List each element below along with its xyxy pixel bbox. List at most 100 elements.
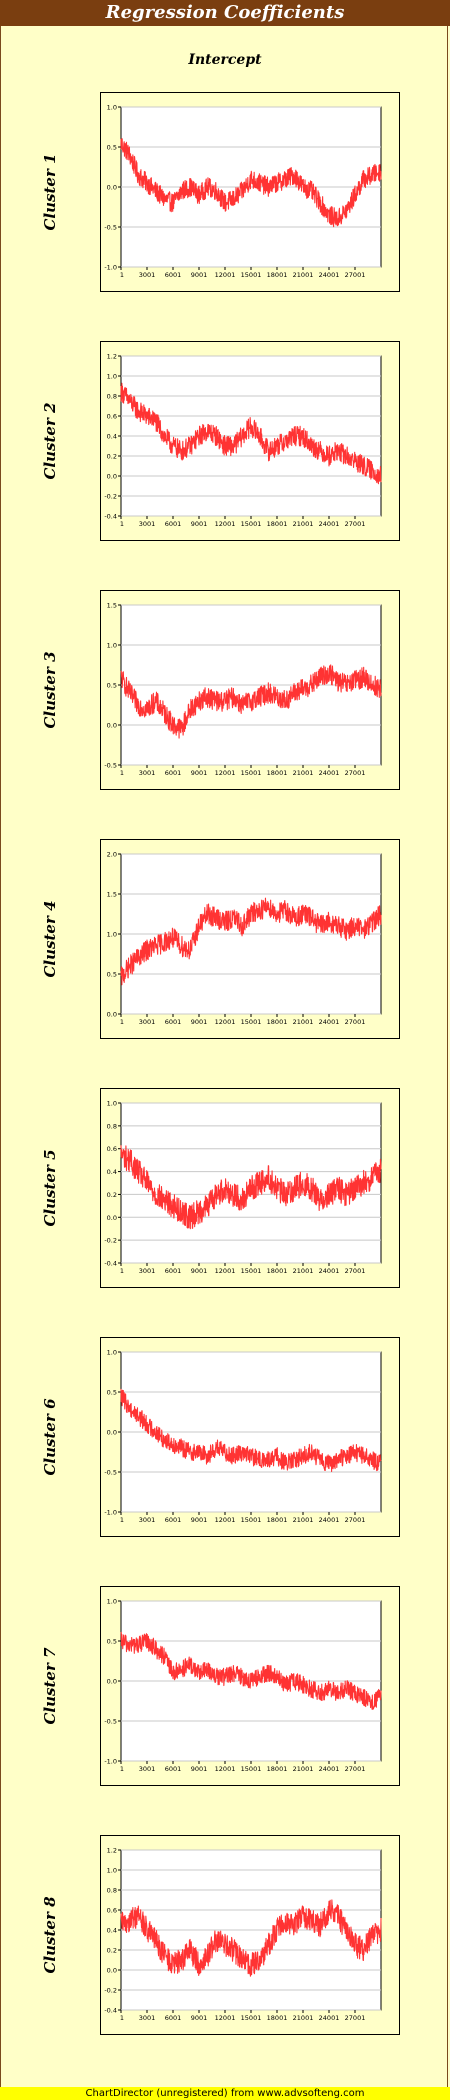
- x-tick-label: 18001: [267, 1018, 288, 1026]
- cluster-label: Cluster 4: [41, 900, 59, 978]
- y-tick-label: 0.5: [107, 144, 117, 152]
- cluster-panel: Cluster 3 -0.5 0.0 0.5 1.0 1.5 1 3001 6001 9001 12…: [0, 590, 450, 800]
- x-tick-label: 1: [120, 1267, 124, 1275]
- y-tick-label: 1.0: [107, 931, 117, 939]
- x-tick-label: 27001: [345, 1516, 366, 1524]
- x-tick-label: 21001: [293, 1267, 314, 1275]
- y-tick-label: 1.0: [107, 1100, 117, 1108]
- x-tick-label: 27001: [345, 1765, 366, 1773]
- cluster-label: Cluster 7: [41, 1647, 59, 1725]
- series-line: [120, 1145, 382, 1230]
- y-tick-label: 0.8: [107, 1887, 117, 1895]
- x-tick-label: 3001: [139, 1267, 156, 1275]
- x-tick-label: 15001: [241, 271, 262, 279]
- series-line: [120, 897, 382, 986]
- y-tick-label: 0.2: [107, 1947, 117, 1955]
- y-tick-label: 1.0: [107, 1349, 117, 1357]
- series-line: [120, 664, 382, 739]
- y-tick-label: 0.4: [107, 1927, 117, 1935]
- x-tick-label: 6001: [165, 1018, 182, 1026]
- line-chart: -0.4 -0.2 0.0 0.2 0.4 0.6 0.8 1.0 1.2 1 3001 6001 90…: [104, 353, 382, 528]
- x-tick-label: 12001: [215, 271, 236, 279]
- x-tick-label: 21001: [293, 2014, 314, 2022]
- x-tick-label: 24001: [319, 271, 340, 279]
- series-line: [120, 138, 382, 228]
- x-tick-label: 1: [120, 2014, 124, 2022]
- series-line: [120, 1388, 382, 1473]
- x-tick-label: 21001: [293, 1516, 314, 1524]
- x-tick-label: 18001: [267, 1267, 288, 1275]
- y-tick-label: 0.0: [107, 1214, 117, 1222]
- x-tick-label: 9001: [191, 1267, 208, 1275]
- line-chart: -1.0 -0.5 0.0 0.5 1.0 1 3001 6001 9001 12001 15001…: [104, 1349, 382, 1524]
- x-tick-label: 9001: [191, 1516, 208, 1524]
- x-tick-label: 12001: [215, 520, 236, 528]
- cluster-panel: Cluster 6 -1.0 -0.5 0.0 0.5 1.0 1 3001 6001 9001 1…: [0, 1337, 450, 1547]
- y-tick-label: 1.2: [107, 353, 117, 361]
- y-tick-label: -0.4: [104, 1260, 117, 1268]
- y-tick-label: 0.0: [107, 1678, 117, 1686]
- y-tick-label: 0.2: [107, 1191, 117, 1199]
- y-tick-label: 0.5: [107, 971, 117, 979]
- x-tick-label: 3001: [139, 769, 156, 777]
- x-tick-label: 9001: [191, 1018, 208, 1026]
- chart-frame: -1.0 -0.5 0.0 0.5 1.0 1 3001 6001 9001 12001 15001…: [100, 1586, 400, 1786]
- cluster-label: Cluster 8: [41, 1896, 59, 1974]
- line-chart: 0.0 0.5 1.0 1.5 2.0 1 3001 6001 9001 12001 15001 18…: [107, 851, 382, 1026]
- cluster-panel: Cluster 5 -0.4 -0.2 0.0 0.2 0.4 0.6 0.8 1.0 1 3001…: [0, 1088, 450, 1298]
- series-line: [120, 1899, 382, 1977]
- chart-subtitle: Intercept: [188, 52, 262, 68]
- x-tick-label: 24001: [319, 1267, 340, 1275]
- x-tick-label: 15001: [241, 1267, 262, 1275]
- y-tick-label: -1.0: [104, 1758, 117, 1766]
- chart-frame: -0.4 -0.2 0.0 0.2 0.4 0.6 0.8 1.0 1 3001 6001 9001 1…: [100, 1088, 400, 1288]
- cluster-panel: Cluster 4 0.0 0.5 1.0 1.5 2.0 1 3001 6001 9001 120…: [0, 839, 450, 1049]
- x-tick-label: 1: [120, 769, 124, 777]
- x-tick-label: 6001: [165, 520, 182, 528]
- x-tick-label: 1: [120, 1516, 124, 1524]
- x-tick-label: 24001: [319, 769, 340, 777]
- cluster-panel: Cluster 2 -0.4 -0.2 0.0 0.2 0.4 0.6 0.8 1.0 1.2 1 3…: [0, 341, 450, 551]
- x-tick-label: 1: [120, 520, 124, 528]
- y-tick-label: -0.5: [104, 224, 117, 232]
- x-tick-label: 6001: [165, 1765, 182, 1773]
- y-tick-label: -0.2: [104, 493, 117, 501]
- x-tick-label: 12001: [215, 1018, 236, 1026]
- x-tick-label: 3001: [139, 520, 156, 528]
- footer-watermark: ChartDirector (unregistered) from www.ad…: [0, 2087, 450, 2100]
- x-tick-label: 3001: [139, 1018, 156, 1026]
- x-tick-label: 15001: [241, 1516, 262, 1524]
- cluster-label: Cluster 2: [41, 402, 59, 480]
- x-tick-label: 18001: [267, 271, 288, 279]
- y-tick-label: 0.0: [107, 722, 117, 730]
- x-tick-label: 1: [120, 1018, 124, 1026]
- y-tick-label: 0.0: [107, 1011, 117, 1019]
- x-tick-label: 24001: [319, 2014, 340, 2022]
- x-tick-label: 18001: [267, 769, 288, 777]
- x-tick-label: 24001: [319, 1765, 340, 1773]
- y-tick-label: 1.0: [107, 642, 117, 650]
- y-tick-label: 0.0: [107, 473, 117, 481]
- y-tick-label: 1.0: [107, 373, 117, 381]
- x-tick-label: 27001: [345, 769, 366, 777]
- x-tick-label: 27001: [345, 520, 366, 528]
- y-tick-label: -0.5: [104, 762, 117, 770]
- y-tick-label: 0.4: [107, 1168, 117, 1176]
- x-tick-label: 15001: [241, 769, 262, 777]
- x-tick-label: 18001: [267, 1765, 288, 1773]
- x-tick-label: 9001: [191, 769, 208, 777]
- x-tick-label: 12001: [215, 1267, 236, 1275]
- y-tick-label: 1.2: [107, 1847, 117, 1855]
- y-tick-label: -0.4: [104, 2007, 117, 2015]
- x-tick-label: 3001: [139, 1765, 156, 1773]
- x-tick-label: 9001: [191, 271, 208, 279]
- y-tick-label: 0.2: [107, 453, 117, 461]
- y-tick-label: 0.0: [107, 1429, 117, 1437]
- y-tick-label: -1.0: [104, 1509, 117, 1517]
- x-tick-label: 6001: [165, 2014, 182, 2022]
- y-tick-label: 0.6: [107, 413, 117, 421]
- y-tick-label: -0.2: [104, 1237, 117, 1245]
- y-tick-label: 0.8: [107, 393, 117, 401]
- cluster-label: Cluster 5: [41, 1149, 59, 1227]
- x-tick-label: 21001: [293, 520, 314, 528]
